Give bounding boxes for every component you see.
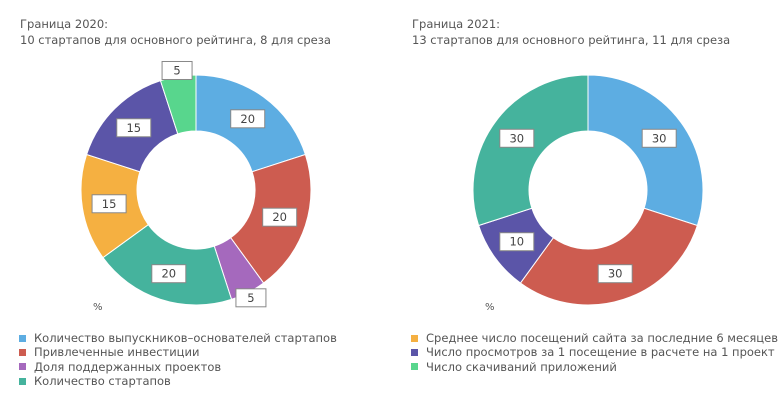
legend-label: Количество стартапов	[34, 373, 171, 388]
data-label-box	[91, 194, 127, 214]
data-label: 20	[151, 264, 187, 284]
legend-right: Среднее число посещений сайта за последн…	[411, 331, 778, 374]
chart-2-unit-label: %	[485, 302, 495, 313]
data-label-box	[151, 264, 187, 284]
data-label-box	[499, 128, 535, 148]
legend-swatch	[411, 363, 418, 371]
data-label: 20	[230, 109, 266, 129]
legend-label: Число просмотров за 1 посещение в расчет…	[426, 345, 775, 360]
data-label: 15	[91, 194, 127, 214]
legend-item[interactable]: Среднее число посещений сайта за последн…	[411, 331, 778, 345]
data-label-text: 20	[240, 112, 255, 126]
legend-swatch	[411, 334, 418, 342]
data-label-text: 20	[272, 210, 287, 224]
chart-1-title-block: Граница 2020: 10 стартапов для основного…	[20, 16, 331, 48]
legend-swatch	[19, 377, 26, 385]
data-label-text: 15	[126, 121, 141, 135]
data-label: 20	[262, 207, 298, 227]
legend-swatch	[19, 334, 26, 342]
data-label-box	[262, 207, 298, 227]
legend-label: Среднее число посещений сайта за последн…	[426, 331, 778, 345]
donut-slice[interactable]	[472, 74, 589, 227]
data-label-box	[235, 288, 267, 308]
legend-item[interactable]: Доля поддержанных проектов	[19, 360, 337, 374]
legend-label: Количество выпускников–основателей старт…	[34, 331, 337, 345]
chart-1-title: Граница 2020:	[20, 17, 109, 31]
data-label: 30	[641, 128, 677, 148]
legend-item[interactable]: Количество стартапов	[19, 374, 337, 388]
data-label: 30	[499, 128, 535, 148]
chart-2-subtitle: 13 стартапов для основного рейтинга, 11 …	[412, 33, 731, 47]
data-label-text: 30	[509, 131, 524, 145]
data-label: 15	[116, 118, 152, 138]
data-label-box	[230, 109, 266, 129]
data-label-box	[641, 128, 677, 148]
data-label-box	[161, 60, 193, 80]
legend-label: Привлеченные инвестиции	[34, 345, 200, 360]
data-label-text: 10	[509, 235, 524, 249]
legend-item[interactable]: Число скачиваний приложений	[411, 360, 778, 374]
data-label-text: 15	[102, 197, 117, 211]
data-label: 5	[161, 60, 193, 80]
chart-2-title: Граница 2021:	[412, 17, 501, 31]
donut-slice[interactable]	[519, 207, 699, 306]
legend-left: Количество выпускников–основателей старт…	[19, 331, 337, 388]
data-label: 30	[597, 264, 633, 284]
chart-1-subtitle: 10 стартапов для основного рейтинга, 8 д…	[20, 33, 331, 47]
legend-item[interactable]: Количество выпускников–основателей старт…	[19, 331, 337, 345]
data-label-text: 20	[161, 267, 176, 281]
data-label-text: 30	[608, 267, 623, 281]
data-label-text: 5	[247, 291, 254, 305]
data-label: 10	[499, 232, 535, 252]
data-label-box	[597, 264, 633, 284]
data-label: 5	[235, 288, 267, 308]
data-label-text: 5	[173, 63, 180, 77]
chart-2-title-block: Граница 2021: 13 стартапов для основного…	[412, 16, 730, 48]
data-label-text: 30	[652, 131, 667, 145]
legend-swatch	[19, 363, 26, 371]
chart-1-unit-label: %	[93, 302, 103, 313]
legend-item[interactable]: Привлеченные инвестиции	[19, 345, 337, 359]
data-label-box	[116, 118, 152, 138]
legend-swatch	[19, 348, 26, 356]
legend-label: Число скачиваний приложений	[426, 359, 617, 374]
data-label-box	[499, 232, 535, 252]
legend-item[interactable]: Число просмотров за 1 посещение в расчет…	[411, 345, 778, 359]
legend-swatch	[411, 348, 418, 356]
donut-slice[interactable]	[587, 74, 704, 227]
legend-label: Доля поддержанных проектов	[34, 359, 222, 374]
